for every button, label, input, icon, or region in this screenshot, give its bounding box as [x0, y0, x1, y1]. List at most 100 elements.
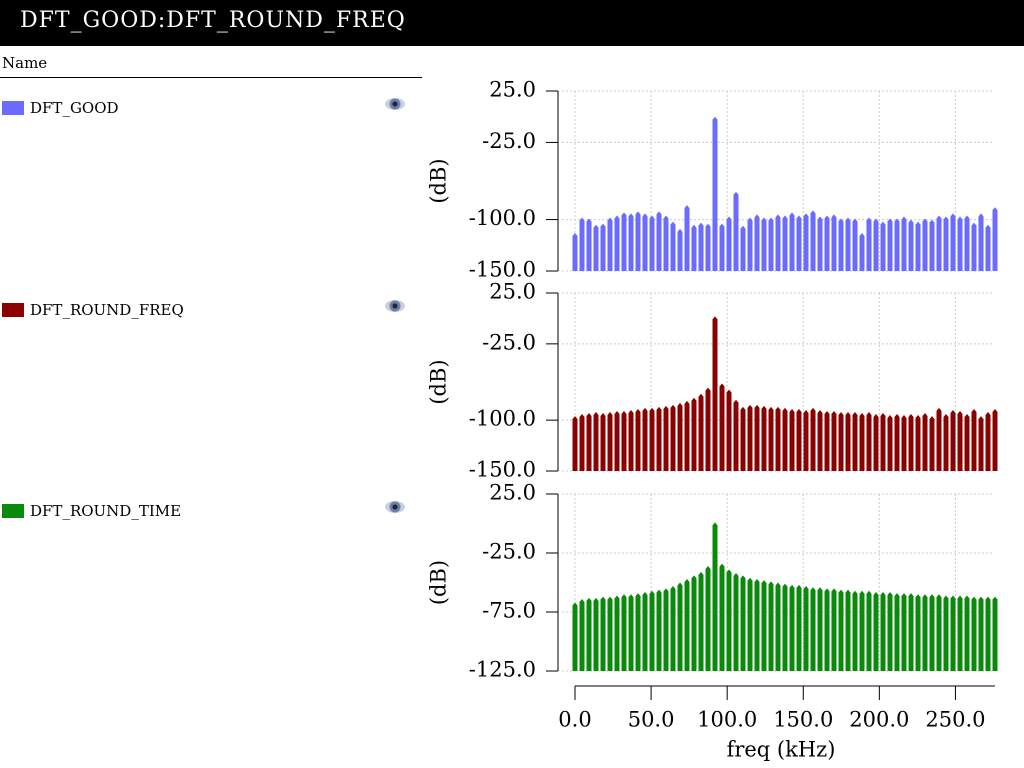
bar: [880, 221, 886, 271]
swatch: [2, 303, 24, 317]
bar: [754, 214, 760, 271]
bar: [642, 591, 648, 671]
y-tick-label: 25.0: [489, 481, 536, 505]
bar: [838, 412, 844, 471]
bar: [957, 595, 963, 671]
bar: [621, 594, 627, 671]
bar: [971, 408, 977, 471]
bar: [712, 116, 718, 271]
bar: [985, 412, 991, 471]
signal-item[interactable]: DFT_ROUND_TIME: [2, 502, 181, 520]
y-tick-label: -150.0: [469, 458, 536, 482]
bar: [642, 213, 648, 271]
bar: [670, 404, 676, 471]
bar: [726, 389, 732, 471]
bar: [831, 410, 837, 471]
window-title: DFT_GOOD:DFT_ROUND_FREQ: [20, 8, 406, 33]
signal-item[interactable]: DFT_GOOD: [2, 99, 119, 117]
bar: [705, 387, 711, 471]
bar: [621, 410, 627, 471]
bar: [719, 223, 725, 271]
bar: [859, 232, 865, 271]
bar: [733, 399, 739, 471]
bar: [908, 414, 914, 471]
visibility-toggle[interactable]: [385, 501, 405, 513]
bar: [600, 413, 606, 471]
bar: [838, 218, 844, 271]
signal-item[interactable]: DFT_ROUND_FREQ: [2, 301, 184, 319]
bar: [635, 593, 641, 671]
bar: [901, 216, 907, 271]
bar: [880, 591, 886, 671]
bar: [684, 205, 690, 271]
bar: [761, 217, 767, 271]
bar: [635, 211, 641, 271]
bar: [817, 587, 823, 671]
bar: [859, 413, 865, 471]
bar: [698, 393, 704, 471]
bar: [887, 591, 893, 671]
bar: [621, 212, 627, 271]
bar: [593, 412, 599, 471]
bar: [768, 581, 774, 671]
bar: [607, 217, 613, 271]
bar: [614, 215, 620, 271]
visibility-toggle[interactable]: [385, 98, 405, 110]
x-tick-label: 200.0: [849, 708, 909, 732]
bar: [663, 405, 669, 471]
bar: [656, 406, 662, 471]
bar: [866, 590, 872, 671]
bar: [992, 408, 998, 471]
bar: [754, 404, 760, 471]
y-tick-label: -125.0: [469, 658, 536, 682]
bar: [936, 215, 942, 271]
bar: [873, 591, 879, 671]
bar: [733, 573, 739, 671]
bar: [845, 217, 851, 271]
bar: [796, 584, 802, 671]
bar: [803, 409, 809, 471]
bar: [943, 595, 949, 671]
y-tick-label: -25.0: [482, 540, 536, 564]
bar: [943, 216, 949, 271]
bar: [845, 412, 851, 471]
bar: [684, 400, 690, 471]
bar: [733, 191, 739, 271]
bar: [600, 596, 606, 671]
header-rule: [0, 77, 422, 78]
y-axis-label: (dB): [427, 560, 451, 605]
bar: [677, 582, 683, 671]
bar: [908, 593, 914, 671]
y-tick-label: -100.0: [469, 206, 536, 230]
bar: [768, 406, 774, 471]
bar: [782, 407, 788, 471]
bar: [663, 215, 669, 271]
y-tick-label: 25.0: [489, 280, 536, 304]
bar: [978, 416, 984, 471]
bar: [740, 225, 746, 271]
bar: [887, 218, 893, 271]
bar: [894, 593, 900, 671]
bar: [831, 588, 837, 671]
bar: [803, 213, 809, 271]
bar: [810, 210, 816, 271]
bar: [810, 587, 816, 671]
visibility-toggle[interactable]: [385, 300, 405, 312]
bar: [593, 597, 599, 671]
bar: [635, 408, 641, 471]
bar: [747, 217, 753, 271]
bar: [656, 211, 662, 271]
bar: [572, 602, 578, 671]
bar: [579, 414, 585, 471]
bar: [782, 215, 788, 271]
bar: [957, 410, 963, 471]
swatch: [2, 504, 24, 518]
signal-name: DFT_GOOD: [30, 99, 119, 117]
bar: [628, 594, 634, 671]
bar: [789, 408, 795, 471]
x-tick-label: 100.0: [697, 708, 757, 732]
signal-name: DFT_ROUND_FREQ: [30, 301, 184, 319]
bar: [887, 415, 893, 471]
bar: [607, 596, 613, 671]
bar: [698, 571, 704, 671]
